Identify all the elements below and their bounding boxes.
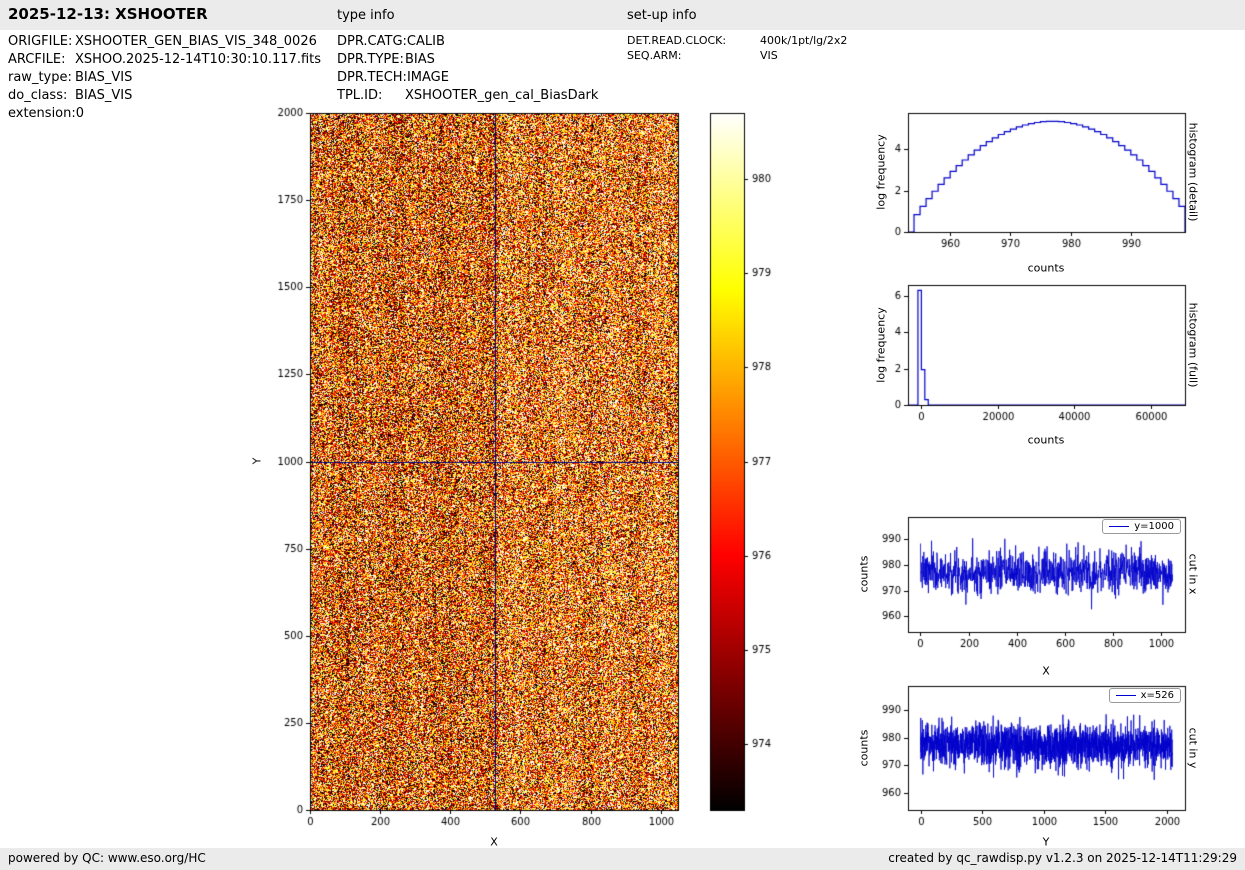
legend-label: x=526 (1140, 690, 1174, 701)
footer-bar: powered by QC: www.eso.org/HC created by… (0, 848, 1245, 870)
hist-detail-yaxis-label: log frequency (874, 134, 888, 210)
hist-detail-side-label: histogram (detail) (1186, 122, 1200, 222)
legend-line-swatch (1109, 526, 1130, 527)
legend-cut-y: x=526 (1108, 688, 1181, 703)
main-xaxis-label: X (490, 835, 498, 849)
hist-detail-xaxis-label: counts (1027, 261, 1065, 275)
footer-created-by: created by qc_rawdisp.py v1.2.3 on 2025-… (888, 851, 1237, 865)
hist-full-yaxis-label: log frequency (874, 307, 888, 383)
hist-full-side-label: histogram (full) (1186, 302, 1200, 388)
cut-y-side-label: cut in y (1186, 727, 1200, 769)
footer-powered-by: powered by QC: www.eso.org/HC (8, 851, 206, 865)
cut-y-xaxis-label: Y (1042, 835, 1050, 849)
legend-line-swatch (1115, 695, 1136, 696)
cut-y-yaxis-label: counts (857, 729, 871, 767)
legend-cut-x: y=1000 (1102, 519, 1181, 534)
cut-x-xaxis-label: X (1042, 664, 1050, 678)
hist-full-xaxis-label: counts (1027, 433, 1065, 447)
cut-x-yaxis-label: counts (857, 555, 871, 593)
legend-label: y=1000 (1134, 521, 1174, 532)
cut-x-side-label: cut in x (1186, 553, 1200, 595)
main-yaxis-label: Y (250, 457, 264, 465)
